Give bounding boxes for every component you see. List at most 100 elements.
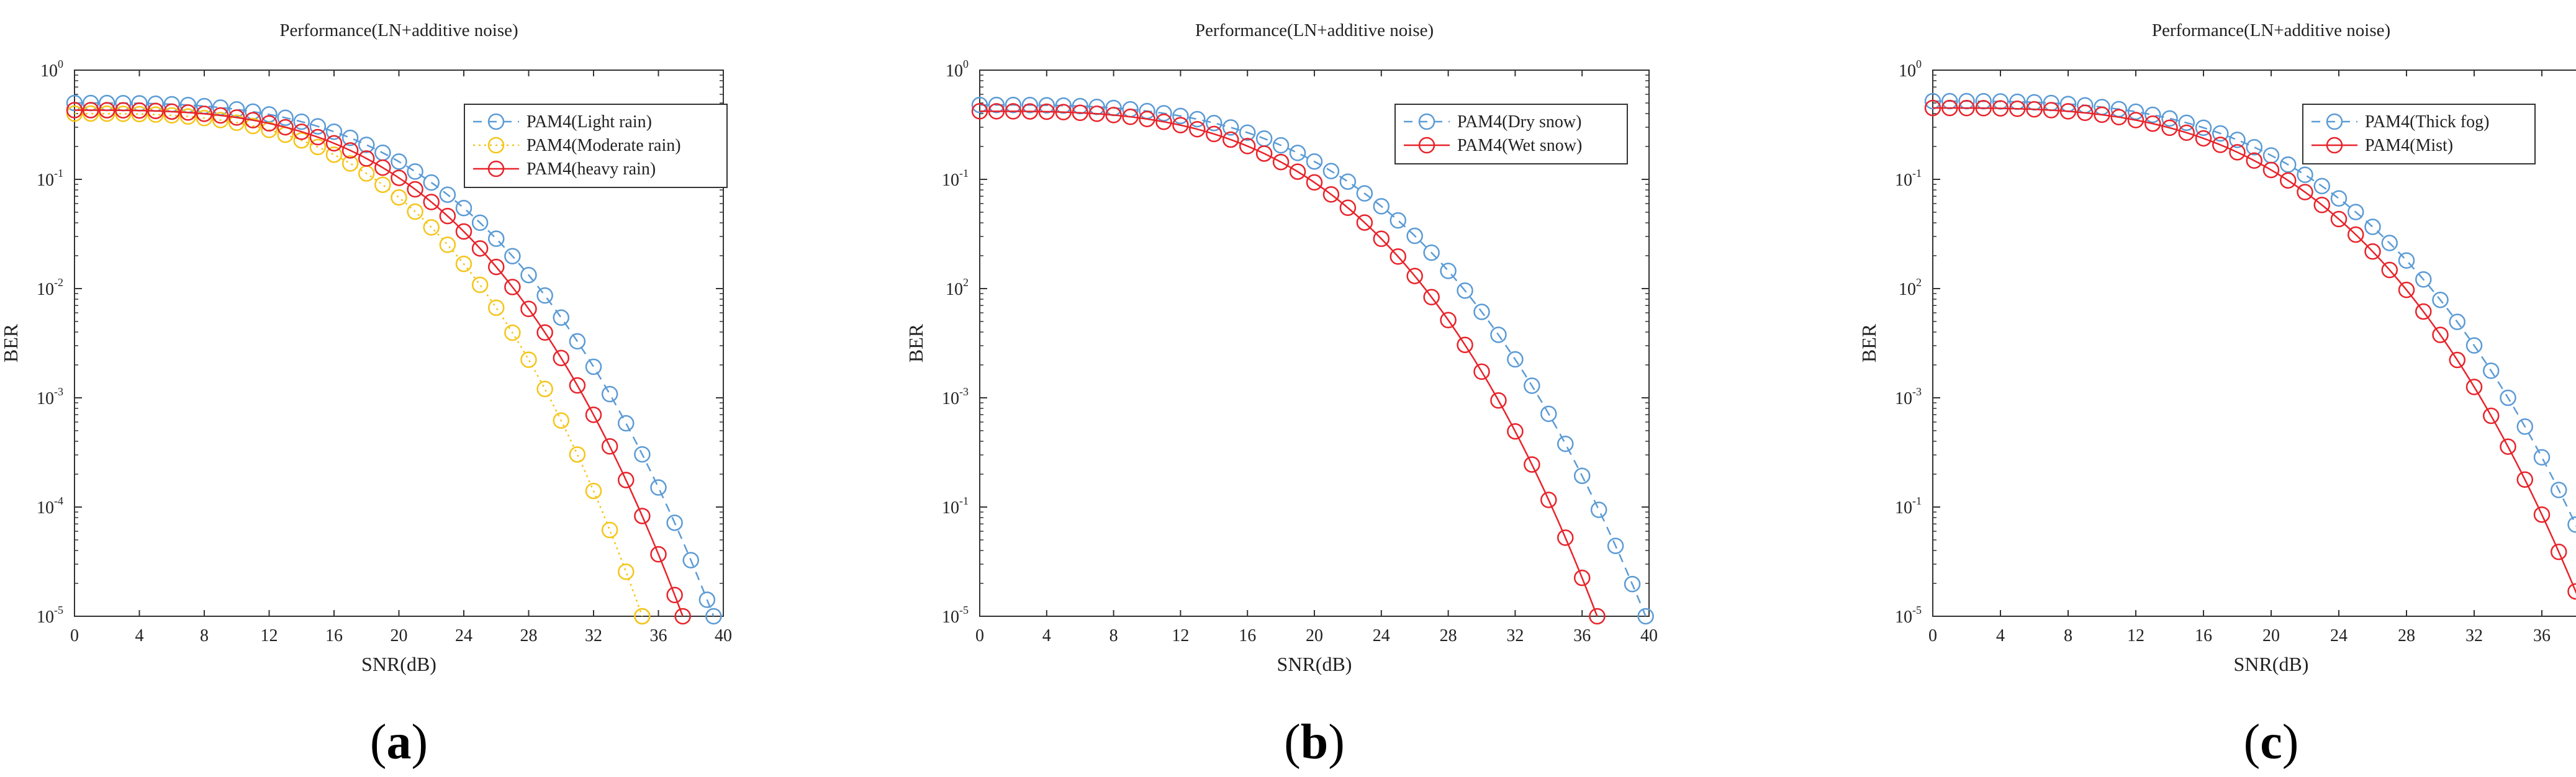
- data-point: [455, 223, 472, 240]
- y-tick-label: 10-1: [1895, 167, 1922, 190]
- y-tick-exponent: 0: [1916, 58, 1922, 70]
- data-point-end: [1589, 608, 1606, 625]
- data-point: [1373, 230, 1390, 247]
- x-axis-label: SNR(dB): [1277, 653, 1352, 675]
- data-point: [2465, 379, 2483, 395]
- data-point: [1390, 212, 1406, 229]
- y-tick-exponent: -3: [1912, 385, 1922, 398]
- data-point: [1356, 214, 1373, 231]
- data-point: [2500, 438, 2516, 455]
- data-point: [1440, 312, 1457, 328]
- data-point: [2398, 252, 2415, 269]
- data-point: [971, 96, 988, 114]
- chart-panel-a: Performance(LN+additive noise) 0 4 8 12 16 20 2…: [0, 20, 732, 770]
- data-point: [99, 102, 115, 119]
- data-point: [82, 105, 99, 122]
- data-point: [293, 132, 310, 149]
- data-point: [212, 107, 229, 124]
- x-tick-label: 36: [1573, 626, 1591, 645]
- legend-marker: [1418, 113, 1435, 130]
- data-point: [2212, 137, 2229, 153]
- data-point: [488, 258, 505, 276]
- x-tick-label: 40: [715, 626, 732, 645]
- data-point: [179, 108, 197, 125]
- data-point: [2297, 166, 2313, 183]
- x-tick-label: 20: [2262, 626, 2280, 645]
- data-point: [504, 248, 521, 265]
- data-point: [2094, 106, 2110, 124]
- y-tick-label: 10-1: [942, 495, 969, 518]
- data-point: [2280, 172, 2297, 189]
- data-point: [988, 96, 1005, 114]
- y-tick-exponent: -4: [54, 495, 63, 507]
- data-point: [1573, 569, 1591, 586]
- y-tick-label: 10-2: [37, 276, 63, 299]
- data-point: [245, 112, 261, 128]
- data-point: [115, 106, 132, 122]
- data-point: [82, 102, 99, 119]
- data-point: [2059, 103, 2077, 120]
- data-point: [1255, 145, 1273, 162]
- data-point: [2483, 362, 2500, 379]
- data-point: [1322, 186, 1340, 203]
- data-point: [2262, 161, 2280, 179]
- data-point: [1941, 99, 1958, 117]
- data-point: [325, 135, 343, 152]
- data-point: [1557, 435, 1574, 452]
- series-line: [1932, 100, 2576, 528]
- y-tick-exponent: 2: [963, 276, 969, 289]
- y-tick-exponent: -5: [54, 604, 63, 616]
- data-point: [504, 279, 521, 295]
- data-point: [439, 236, 456, 253]
- data-point: [1055, 104, 1072, 120]
- data-point: [455, 200, 472, 217]
- data-point: [2330, 210, 2348, 228]
- data-point: [682, 552, 699, 568]
- data-point: [1172, 117, 1189, 133]
- data-point: [504, 324, 521, 341]
- data-point: [634, 508, 651, 524]
- data-point: [277, 109, 294, 127]
- data-point: [261, 122, 278, 138]
- data-point: [147, 106, 164, 123]
- y-tick-base: 10: [942, 498, 959, 518]
- data-point: [1172, 107, 1189, 125]
- y-tick-label: 100: [40, 58, 63, 81]
- data-point: [2127, 103, 2144, 120]
- data-point: [2026, 101, 2043, 118]
- legend-entry: PAM4(Wet snow): [1457, 136, 1582, 155]
- x-tick-label: 0: [975, 626, 984, 645]
- data-point: [2161, 119, 2178, 137]
- x-tick-label: 0: [70, 626, 79, 645]
- data-point: [601, 438, 618, 455]
- data-point: [698, 591, 716, 608]
- data-point: [634, 446, 651, 463]
- data-point: [1272, 153, 1290, 171]
- panel-label-close: ): [412, 715, 428, 770]
- data-point: [2551, 543, 2567, 560]
- data-point: [245, 117, 261, 135]
- data-point: [1457, 336, 1473, 353]
- series-line: [1932, 107, 2576, 595]
- legend-marker: [1418, 137, 1435, 154]
- data-point: [196, 109, 213, 127]
- data-point: [988, 103, 1005, 120]
- data-point: [131, 106, 148, 123]
- data-point: [601, 521, 618, 539]
- data-point: [1222, 119, 1239, 136]
- data-point: [1072, 97, 1088, 115]
- data-point: [2348, 226, 2364, 243]
- y-tick-base: 10: [1899, 280, 1916, 299]
- x-tick-label: 28: [2398, 626, 2415, 645]
- x-tick-label: 8: [2064, 626, 2072, 645]
- y-axis-label: BER: [0, 323, 22, 362]
- legend-entry: PAM4(Light rain): [526, 112, 652, 132]
- data-point: [325, 123, 343, 140]
- x-tick-label: 4: [1996, 626, 2005, 645]
- chart-title: Performance(LN+additive noise): [279, 20, 518, 40]
- x-tick-label: 16: [325, 626, 343, 645]
- legend: PAM4(Thick fog) PAM4(Mist): [2302, 104, 2536, 164]
- data-point: [1005, 103, 1022, 120]
- series-0: [971, 96, 1654, 625]
- data-point: [147, 102, 164, 120]
